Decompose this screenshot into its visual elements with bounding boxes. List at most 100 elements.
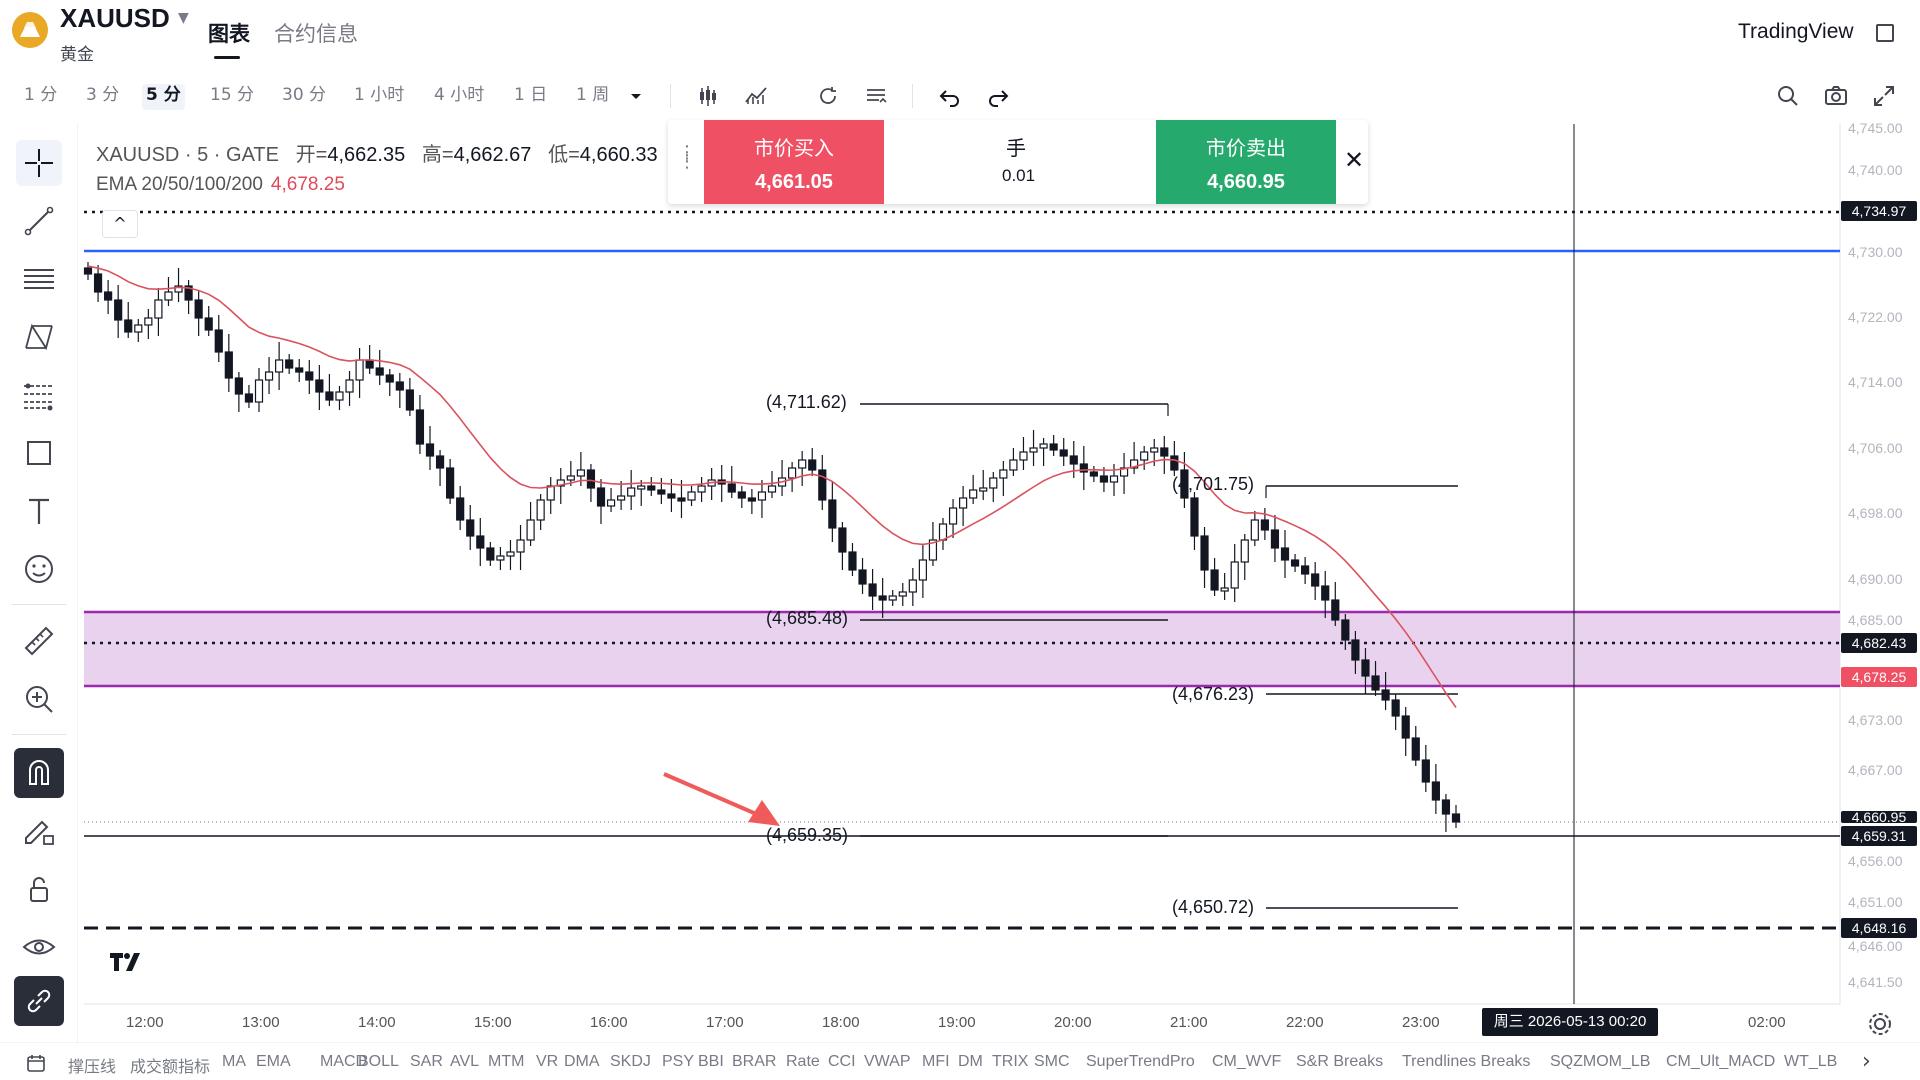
fib-icon[interactable] [16,372,62,418]
indicator-item[interactable]: AVL [450,1053,480,1070]
candle-body [1029,447,1038,453]
symbol-name[interactable]: XAUUSD [60,3,170,33]
crosshair-icon[interactable] [16,140,62,186]
tab-chart[interactable]: 图表 [208,22,250,46]
interval-5m[interactable]: 5 分 [142,84,185,110]
lot-input[interactable]: 0.01 [1002,166,1036,185]
close-icon[interactable]: ✕ [1344,146,1365,174]
eye-icon[interactable] [16,924,62,970]
level-label[interactable]: (4,685.48) [766,608,849,628]
zoom-in-icon[interactable] [16,676,62,722]
candle-body [1371,675,1380,691]
indicator-item[interactable]: SuperTrendPro [1086,1053,1195,1070]
fullscreen-icon[interactable] [1870,82,1898,110]
symbol-dropdown-icon[interactable]: ▼ [178,10,189,26]
indicator-item[interactable]: MFI [922,1053,950,1070]
interval-1w[interactable]: 1 周 [576,85,610,105]
interval-1m[interactable]: 1 分 [24,85,58,105]
indicator-item[interactable]: CCI [828,1053,856,1070]
indicator-item[interactable]: SQZMOM_LB [1550,1053,1651,1070]
legend-title[interactable]: XAUUSD · 5 · GATE [96,144,279,166]
chevron-down-icon[interactable] [622,82,650,110]
indicator-item[interactable]: 成交额指标 [130,1059,211,1076]
indicators-icon[interactable] [742,82,770,110]
price-tag-line: 4,734.97 [1841,201,1917,221]
indicator-item[interactable]: CM_WVF [1212,1053,1282,1070]
interval-1h[interactable]: 1 小时 [354,85,405,105]
lock-icon[interactable] [16,866,62,912]
magnet-icon[interactable] [14,748,64,798]
indicator-item[interactable]: Rate [786,1053,820,1070]
drag-handle-icon[interactable]: ⋮ ⋮ [678,142,696,172]
indicator-item[interactable]: VWAP [864,1053,911,1070]
calendar-icon[interactable] [26,1053,46,1073]
level-label[interactable]: (4,676.23) [1172,684,1255,704]
indicator-item[interactable]: MA [222,1053,246,1070]
time-tick: 18:00 [822,1014,860,1031]
level-label[interactable]: (4,650.72) [1172,897,1255,917]
indicator-item[interactable]: SAR [410,1053,443,1070]
indicator-item[interactable]: SKDJ [610,1053,651,1070]
indicator-item[interactable]: EMA [256,1053,291,1070]
candle-body [194,299,203,319]
gear-icon[interactable] [1866,1010,1894,1038]
candle-body [1190,497,1199,537]
indicator-item[interactable]: S&R Breaks [1296,1053,1384,1070]
indicator-item[interactable]: MTM [488,1053,525,1070]
indicator-item[interactable]: PSY [662,1053,695,1070]
level-label[interactable]: (4,711.62) [766,392,847,412]
time-tick: 20:00 [1054,1014,1092,1031]
indicator-item[interactable]: BRAR [732,1053,777,1070]
collapse-legend-button[interactable]: ^ [102,210,138,238]
checkbox[interactable] [1876,24,1894,42]
candles-icon[interactable] [694,82,722,110]
interval-30m[interactable]: 30 分 [282,85,327,105]
indicator-item[interactable]: MACD [320,1053,368,1070]
candle-body [757,491,767,501]
emoji-icon[interactable] [16,546,62,592]
redo-icon[interactable] [984,82,1012,110]
interval-15m[interactable]: 15 分 [210,85,255,105]
candle-body [848,551,857,571]
candle-body [305,371,314,381]
chevron-right-icon[interactable]: › [1862,1049,1871,1074]
replay-icon[interactable] [814,82,842,110]
ruler-icon[interactable] [16,618,62,664]
indicator-item[interactable]: VR [536,1053,559,1070]
link-icon[interactable] [14,976,64,1026]
pattern-icon[interactable] [16,314,62,360]
indicator-item[interactable]: TRIX [992,1053,1029,1070]
candle-body [204,317,213,331]
search-icon[interactable] [1774,82,1802,110]
indicator-item[interactable]: BOLL [358,1053,399,1070]
templates-icon[interactable] [862,82,890,110]
indicator-item[interactable]: DMA [564,1053,600,1070]
indicator-item[interactable]: WT_LB [1784,1053,1838,1070]
indicator-item[interactable]: BBI [698,1053,724,1070]
indicator-item[interactable]: Trendlines Breaks [1402,1053,1531,1070]
interval-1d[interactable]: 1 日 [514,85,548,105]
interval-3m[interactable]: 3 分 [86,85,120,105]
camera-icon[interactable] [1822,82,1850,110]
tab-contract-info[interactable]: 合约信息 [274,22,358,46]
level-label[interactable]: (4,659.35) [766,825,849,845]
indicator-item[interactable]: CM_Ult_MACD [1666,1053,1776,1070]
indicator-item[interactable]: 撑压线 [68,1059,117,1076]
market-sell-button[interactable]: 市价卖出 4,660.95 [1156,120,1336,204]
trend-line-icon[interactable] [16,198,62,244]
rectangle-icon[interactable] [16,430,62,476]
price-tick: 4,730.00 [1848,244,1903,260]
interval-4h[interactable]: 4 小时 [434,85,485,105]
text-icon[interactable] [16,488,62,534]
indicator-item[interactable]: SMC [1034,1053,1070,1070]
indicator-item[interactable]: DM [958,1053,983,1070]
ema-legend[interactable]: EMA 20/50/100/200 4,678.25 [96,174,345,196]
pencil-lock-icon[interactable] [16,808,62,854]
candle-body [928,539,938,561]
candle-body [747,497,756,502]
undo-icon[interactable] [936,82,964,110]
market-buy-button[interactable]: 市价买入 4,661.05 [704,120,884,204]
level-label[interactable]: (4,701.75) [1172,474,1255,494]
horizontal-lines-icon[interactable] [16,256,62,302]
